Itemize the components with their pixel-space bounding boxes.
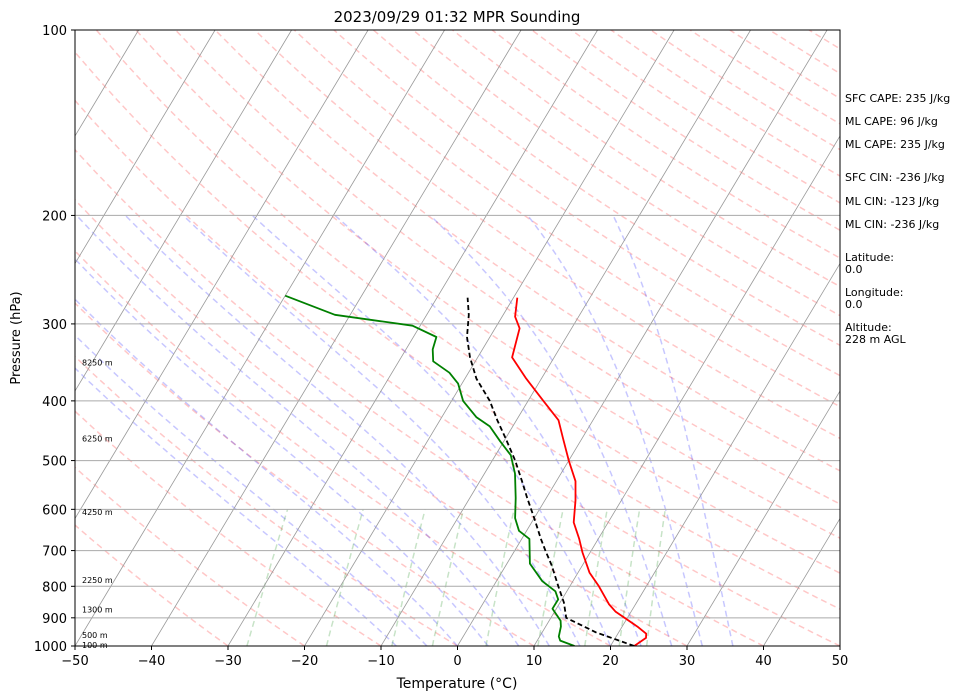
background-lines xyxy=(75,30,840,646)
mixing-ratio-line xyxy=(431,509,465,646)
isotherm-line xyxy=(304,30,675,646)
dry-adiabat xyxy=(75,198,688,646)
moist-adiabat xyxy=(124,214,550,646)
mixing-ratio-line xyxy=(391,509,426,646)
y-tick-label: 500 xyxy=(42,455,67,470)
isotherm-line xyxy=(75,30,139,137)
ml-cin-text-2: ML CIN: -236 J/kg xyxy=(845,218,940,231)
dry-adiabat xyxy=(95,30,840,574)
x-tick-label: 10 xyxy=(526,654,543,669)
dry-adiabat xyxy=(75,466,305,646)
dry-adiabat xyxy=(214,30,840,472)
moist-adiabat xyxy=(527,214,704,646)
x-tick-label: −20 xyxy=(291,654,318,669)
y-tick-label: 900 xyxy=(42,612,67,627)
y-tick-label: 300 xyxy=(42,318,67,333)
dry-adiabat xyxy=(75,524,229,646)
dry-adiabat xyxy=(372,30,840,347)
x-axis-label: Temperature (°C) xyxy=(396,676,518,692)
dry-adiabat xyxy=(75,148,764,646)
height-label: 4250 m xyxy=(82,508,113,517)
ml-cape-text: ML CAPE: 96 J/kg xyxy=(845,115,938,128)
isotherm-line xyxy=(763,517,840,646)
plot-frame xyxy=(74,29,841,647)
y-tick-label: 1000 xyxy=(34,640,67,655)
moist-adiabat xyxy=(612,215,734,646)
isotherm-line xyxy=(75,30,445,646)
ml-cin-text: ML CIN: -123 J/kg xyxy=(845,195,940,208)
sounding-trace-1 xyxy=(511,297,648,646)
sounding-trace-2 xyxy=(284,294,575,646)
x-tick-label: −50 xyxy=(61,654,88,669)
y-axis-label: Pressure (hPa) xyxy=(9,291,24,384)
y-tick-label: 200 xyxy=(42,209,67,224)
isotherm-line xyxy=(457,30,828,646)
dry-adiabat xyxy=(75,99,840,646)
moist-adiabat xyxy=(334,214,642,646)
mixing-ratio-line xyxy=(537,509,564,646)
isotherm-line xyxy=(75,30,292,392)
isotherm-line xyxy=(380,30,751,646)
height-label: 500 m xyxy=(82,631,108,640)
x-tick-label: −10 xyxy=(367,654,394,669)
longitude-label: Longitude: xyxy=(845,286,904,299)
isotherm-line xyxy=(75,30,216,265)
chart-title: 2023/09/29 01:32 MPR Sounding xyxy=(334,8,581,26)
height-label: 1300 m xyxy=(82,605,113,614)
isotherm-line xyxy=(75,30,369,520)
dry-adiabat xyxy=(333,30,840,377)
moist-adiabat xyxy=(251,214,612,646)
latitude-value: 0.0 xyxy=(845,263,863,276)
dry-adiabat xyxy=(174,30,840,505)
x-axis: −50 −40 −30 −20 −10 0 10 20 30 40 50 xyxy=(61,646,848,669)
dry-adiabat xyxy=(75,50,840,610)
height-label: 2250 m xyxy=(82,576,113,585)
isotherm-line xyxy=(686,390,840,646)
sfc-cape-text: SFC CAPE: 235 J/kg xyxy=(845,92,951,105)
y-axis: 1000 900 800 700 600 500 400 300 200 100 xyxy=(34,24,75,655)
dry-adiabat xyxy=(75,410,382,646)
altitude-label: Altitude: xyxy=(845,321,892,334)
x-tick-label: 40 xyxy=(755,654,772,669)
isotherm-line xyxy=(151,30,522,646)
height-label: 8250 m xyxy=(82,359,113,368)
dry-adiabat xyxy=(75,355,458,646)
y-tick-label: 700 xyxy=(42,545,67,560)
x-tick-label: 50 xyxy=(832,654,849,669)
x-tick-label: −30 xyxy=(214,654,241,669)
x-tick-label: −40 xyxy=(138,654,165,669)
dry-adiabat xyxy=(75,249,611,646)
y-tick-label: 600 xyxy=(42,503,67,518)
y-tick-label: 100 xyxy=(42,24,67,39)
mixing-ratio-line xyxy=(246,509,289,646)
latitude-label: Latitude: xyxy=(845,251,894,264)
x-tick-label: 30 xyxy=(679,654,696,669)
x-tick-label: 0 xyxy=(453,654,461,669)
longitude-value: 0.0 xyxy=(845,298,863,311)
isotherm-line xyxy=(610,262,840,646)
dry-adiabat xyxy=(75,302,535,646)
y-tick-label: 400 xyxy=(42,395,67,410)
isotherm-line xyxy=(227,30,598,646)
moist-adiabat xyxy=(75,298,459,646)
x-tick-label: 20 xyxy=(602,654,619,669)
altitude-value: 228 m AGL xyxy=(845,333,906,346)
ml-cape-text-2: ML CAPE: 235 J/kg xyxy=(845,138,945,151)
mixing-ratio-line xyxy=(325,509,364,646)
sfc-cin-text: SFC CIN: -236 J/kg xyxy=(845,171,945,184)
height-label: 6250 m xyxy=(82,434,113,443)
y-tick-label: 800 xyxy=(42,580,67,595)
dry-adiabat xyxy=(135,30,840,540)
sounding-trace-3 xyxy=(466,297,635,646)
isotherm-line xyxy=(533,135,840,646)
sounding-traces xyxy=(284,294,648,646)
